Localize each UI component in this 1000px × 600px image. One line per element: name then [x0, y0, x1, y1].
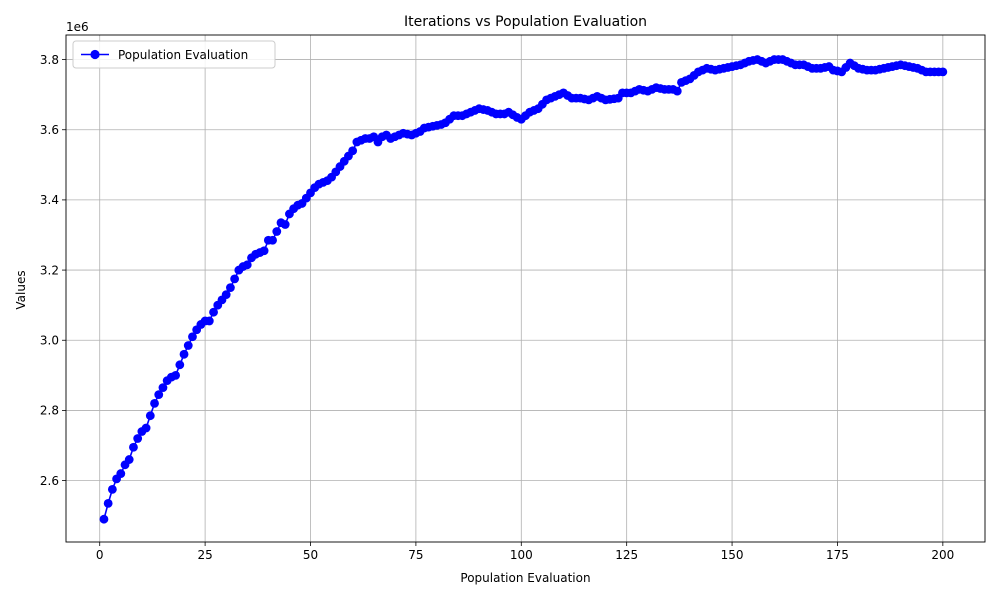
data-point	[103, 499, 113, 508]
data-point	[230, 274, 240, 284]
x-tick-label: 0	[96, 548, 104, 562]
data-point	[107, 484, 117, 494]
y-tick-label: 3.6	[40, 123, 59, 137]
y-axis-offset-label: 1e6	[66, 20, 89, 34]
data-point	[221, 290, 231, 300]
y-tick-label: 3.4	[40, 193, 59, 207]
legend-box	[72, 40, 276, 69]
x-axis-label: Population Evaluation	[460, 571, 590, 585]
data-point	[141, 423, 151, 433]
grid-lines	[66, 35, 985, 542]
data-point	[938, 67, 948, 77]
data-point	[116, 469, 126, 478]
data-point	[150, 399, 159, 408]
data-point	[129, 442, 138, 452]
x-tick-label: 125	[615, 548, 638, 562]
data-point	[145, 411, 155, 421]
x-tick-label: 75	[408, 548, 423, 562]
legend: Population Evaluation	[72, 40, 276, 69]
data-point	[272, 227, 282, 236]
data-point	[179, 349, 189, 359]
chart-title: Iterations vs Population Evaluation	[404, 14, 647, 30]
x-tick-label: 200	[931, 548, 954, 562]
data-point	[280, 220, 290, 229]
data-point	[188, 332, 197, 342]
data-point	[209, 307, 218, 317]
data-point	[183, 341, 193, 350]
y-tick-label: 3.8	[40, 53, 59, 67]
data-point	[171, 370, 181, 380]
data-point	[133, 434, 143, 443]
x-tick-label: 50	[303, 548, 318, 562]
data-point	[259, 246, 269, 256]
y-tick-label: 3.0	[40, 334, 59, 348]
data-point	[226, 283, 235, 293]
data-point	[99, 514, 109, 524]
data-point	[175, 360, 185, 370]
data-point	[242, 260, 252, 270]
x-tick-label: 175	[826, 548, 849, 562]
data-point	[268, 235, 277, 245]
x-tick-label: 100	[510, 548, 533, 562]
legend-entry-label: Population Evaluation	[118, 48, 248, 62]
x-tick-label: 150	[721, 548, 744, 562]
data-point	[348, 146, 358, 156]
data-point	[154, 390, 164, 400]
axes-frame	[65, 34, 986, 543]
legend-marker-swatch	[90, 49, 100, 60]
data-point	[158, 383, 168, 393]
y-tick-label: 2.6	[40, 474, 59, 488]
axis-ticks: 0 25 50 75 100 125 150 175 200 2.6 2.8 3.0 3.2 3.4 3.6…	[40, 53, 954, 562]
y-axis-label: Values	[14, 270, 28, 309]
y-tick-label: 2.8	[40, 404, 59, 418]
data-series	[99, 55, 948, 524]
x-tick-label: 25	[197, 548, 212, 562]
data-point	[204, 316, 214, 326]
y-tick-label: 3.2	[40, 263, 59, 277]
data-point	[672, 86, 682, 96]
data-point	[124, 455, 134, 464]
